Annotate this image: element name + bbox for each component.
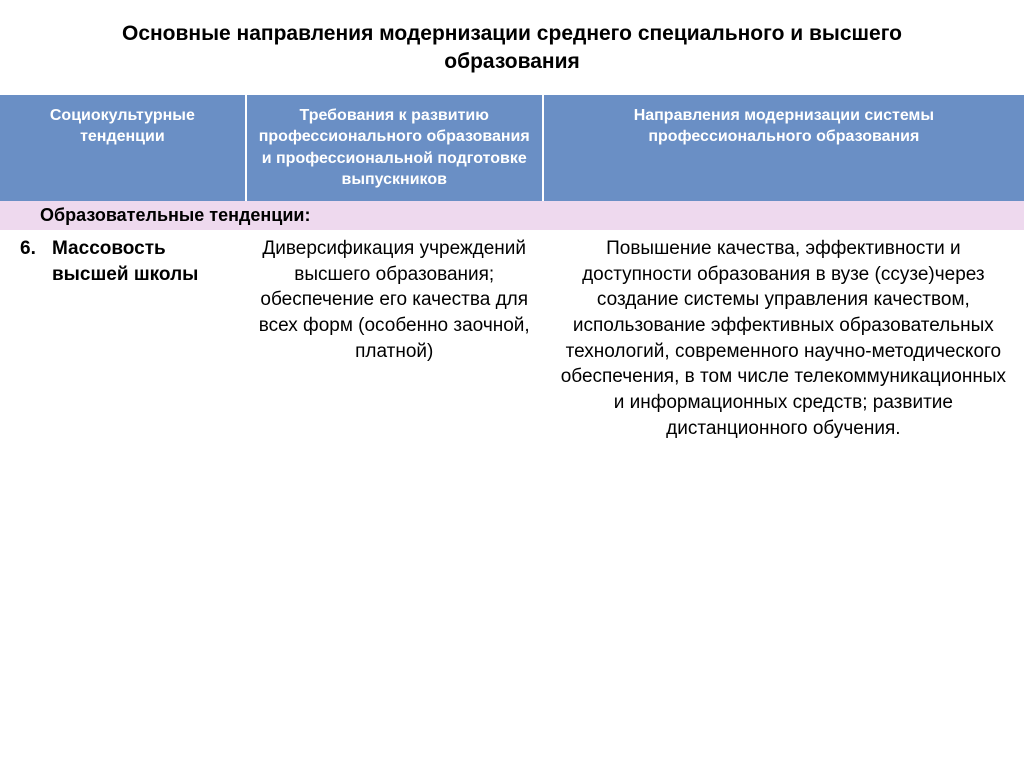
row-label: Массовость высшей школы: [52, 236, 234, 287]
main-table: Социокультурные тенденции Требования к р…: [0, 95, 1024, 448]
cell-col3: Повышение качества, эффективности и дост…: [543, 230, 1024, 447]
slide-title: Основные направления модернизации средне…: [0, 20, 1024, 77]
col-header-3: Направления модернизации системы професс…: [543, 95, 1024, 201]
table-row: 6. Массовость высшей школы Диверсификаци…: [0, 230, 1024, 447]
section-label: Образовательные тенденции:: [0, 201, 1024, 230]
col-header-1: Социокультурные тенденции: [0, 95, 246, 201]
col-header-2: Требования к развитию профессионального …: [246, 95, 543, 201]
section-row: Образовательные тенденции:: [0, 201, 1024, 230]
cell-col2: Диверсификация учреждений высшего образо…: [246, 230, 543, 447]
slide: Основные направления модернизации средне…: [0, 0, 1024, 767]
cell-col1: 6. Массовость высшей школы: [0, 230, 246, 447]
table-header-row: Социокультурные тенденции Требования к р…: [0, 95, 1024, 201]
row-number: 6.: [20, 236, 52, 287]
